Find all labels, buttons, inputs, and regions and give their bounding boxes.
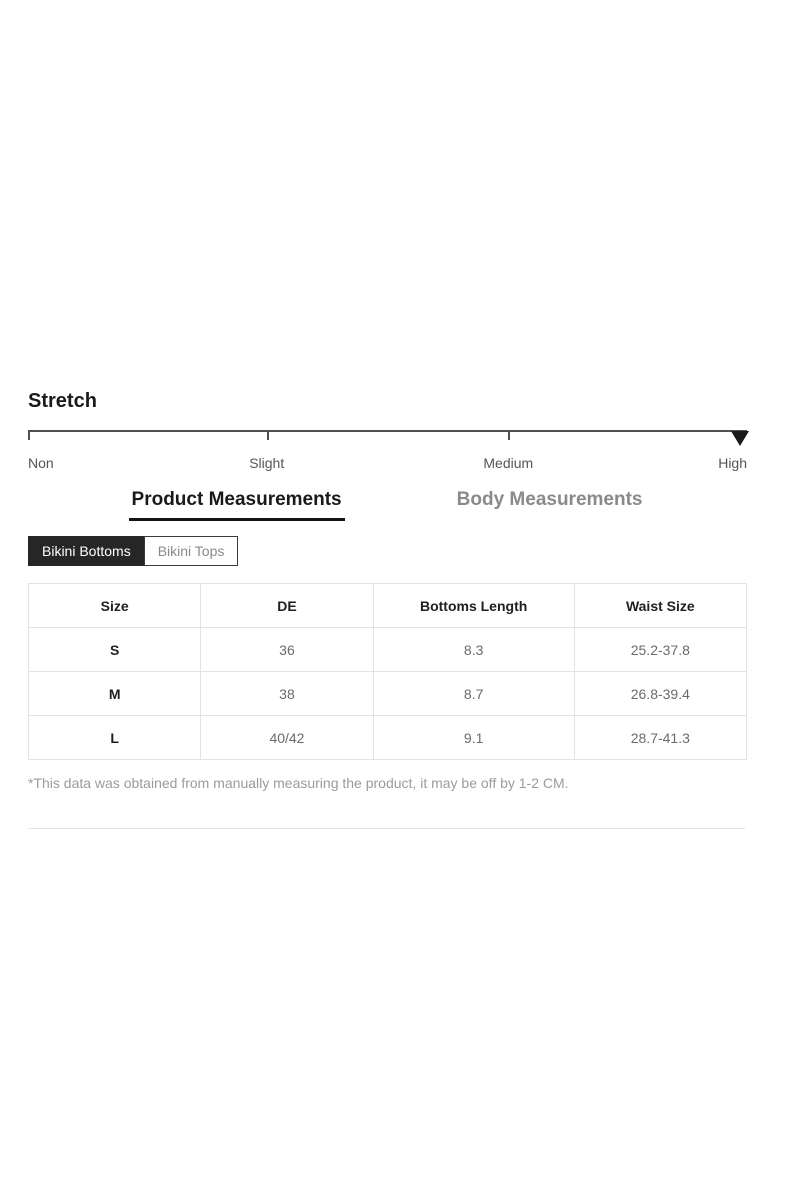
cell-bottoms-length: 9.1: [372, 715, 575, 760]
cell-de: 38: [200, 671, 374, 716]
stretch-label-slight: Slight: [249, 455, 285, 471]
bikini-tops-button[interactable]: Bikini Tops: [143, 536, 239, 566]
measurement-tabs: Product Measurements Body Measurements: [0, 489, 787, 521]
stretch-tick-medium: [508, 432, 511, 440]
column-header-size: Size: [27, 583, 202, 628]
column-header-de: DE: [200, 583, 374, 628]
stretch-level-slider: Non Slight Medium High: [28, 430, 749, 476]
size-measurements-table: Size DE Bottoms Length Waist Size S 36 8…: [27, 583, 748, 760]
category-toggle: Bikini Bottoms Bikini Tops: [28, 536, 239, 566]
table-header-row: Size DE Bottoms Length Waist Size: [27, 583, 748, 628]
cell-waist-size: 26.8-39.4: [573, 671, 748, 716]
cell-bottoms-length: 8.3: [372, 627, 575, 672]
table-row: S 36 8.3 25.2-37.8: [27, 627, 748, 672]
column-header-bottoms-length: Bottoms Length: [372, 583, 575, 628]
stretch-label-high: High: [718, 455, 747, 471]
tab-product-measurements[interactable]: Product Measurements: [128, 489, 345, 521]
cell-size: L: [27, 715, 202, 760]
stretch-tick-slight: [266, 432, 269, 440]
bikini-bottoms-button[interactable]: Bikini Bottoms: [28, 536, 145, 566]
stretch-section-title: Stretch: [28, 390, 97, 412]
stretch-label-medium: Medium: [483, 455, 534, 471]
column-header-waist-size: Waist Size: [573, 583, 748, 628]
cell-waist-size: 28.7-41.3: [573, 715, 748, 760]
tab-body-measurements[interactable]: Body Measurements: [456, 489, 643, 510]
section-divider: [28, 828, 745, 829]
measurement-disclaimer: *This data was obtained from manually me…: [28, 775, 569, 791]
cell-de: 36: [200, 627, 374, 672]
stretch-label-non: Non: [28, 455, 54, 471]
cell-bottoms-length: 8.7: [372, 671, 575, 716]
cell-size: S: [27, 627, 202, 672]
table-row: L 40/42 9.1 28.7-41.3: [27, 715, 748, 760]
cell-size: M: [27, 671, 202, 716]
triangle-down-icon: [731, 431, 749, 446]
stretch-level-labels: Non Slight Medium High: [28, 455, 747, 473]
table-row: M 38 8.7 26.8-39.4: [27, 671, 748, 716]
cell-waist-size: 25.2-37.8: [573, 627, 748, 672]
stretch-tick-non: [28, 432, 30, 440]
stretch-slider-track: [28, 430, 747, 432]
cell-de: 40/42: [200, 715, 374, 760]
